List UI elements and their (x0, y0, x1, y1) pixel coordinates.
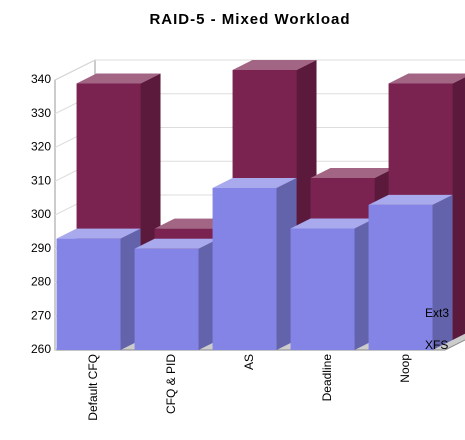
bar-top-light (56, 228, 141, 239)
y-tick-label: 290 (31, 241, 51, 255)
bar-side-shade (432, 194, 453, 350)
bar-group (56, 228, 141, 350)
bar-top-light (212, 178, 297, 188)
bar-group (368, 194, 453, 350)
bar-top (290, 218, 375, 229)
bar-group (212, 178, 297, 350)
legend-label: XFS (425, 338, 448, 352)
bar-side (432, 194, 453, 350)
x-tick-label: Deadline (320, 354, 334, 402)
bar (212, 188, 277, 350)
chart-title: RAID-5 - Mixed Workload (149, 11, 350, 28)
bar-top-light (134, 238, 219, 249)
y-tick-label: 260 (31, 342, 51, 356)
y-tick-label: 280 (31, 275, 51, 289)
bar (56, 238, 121, 350)
x-tick-label: Noop (398, 354, 412, 383)
bar-top-light (76, 73, 161, 84)
bar-side-shade (452, 77, 465, 340)
x-tick-label: AS (242, 354, 256, 370)
bar-top (388, 73, 465, 84)
bar-top (368, 194, 453, 205)
bar-top-light (388, 73, 465, 84)
bar (368, 204, 433, 350)
bar-top-light (290, 218, 375, 229)
legend-label: Ext3 (425, 306, 449, 320)
bar-top-light (232, 60, 317, 70)
bar-top (76, 73, 161, 84)
bar-top (56, 228, 141, 239)
x-tick-label: Default CFQ (86, 354, 100, 421)
bar-top-light (310, 168, 395, 178)
y-tick-label: 340 (31, 72, 51, 86)
bar-top (310, 168, 395, 178)
y-tick-label: 330 (31, 106, 51, 120)
bar-top (134, 238, 219, 249)
bar-top-light (368, 194, 453, 205)
bar-group (134, 238, 219, 350)
bar-group (290, 218, 375, 350)
y-tick-label: 300 (31, 207, 51, 221)
bar-top (232, 60, 317, 70)
y-tick-label: 320 (31, 140, 51, 154)
y-tick-label: 270 (31, 308, 51, 322)
grid-line (54, 59, 465, 81)
y-tick-label: 310 (31, 173, 51, 187)
bar (134, 248, 199, 350)
bar-top (212, 178, 297, 188)
bar (290, 228, 355, 350)
x-tick-label: CFQ & PID (164, 354, 178, 414)
bar-side (452, 77, 465, 340)
